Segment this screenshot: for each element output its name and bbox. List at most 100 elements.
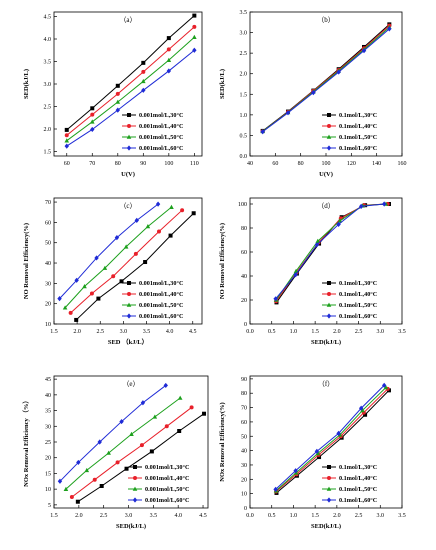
data-point [156,201,160,206]
x-tick-label: 40 [247,161,253,167]
y-axis-label: NO Removal Efficiency(%) [219,223,226,299]
y-tick-label: 5 [48,503,51,509]
y-tick-label: 40 [45,393,51,399]
y-tick-label: 80 [241,391,247,397]
data-point [164,383,168,388]
legend-marker [327,476,331,480]
y-tick-label: 40 [45,261,51,267]
legend-entry: 0.1mol/L,40°C [339,475,377,482]
chart-panel-a: 60 70 80 90 100 1101.52.02.53.03.54.04.5 （a）U(… [23,12,202,178]
data-point [167,47,171,51]
y-tick-label: 3.0 [240,31,248,37]
y-tick-label: 60 [45,220,51,226]
y-tick-label: 30 [45,424,51,430]
x-tick-label: 110 [190,161,199,167]
y-tick-label: 15 [45,471,51,477]
y-tick-label: 25 [45,440,51,446]
y-axis-label: NOx Removal Efficiency （%） [22,397,30,487]
x-tick-label: 100 [164,161,173,167]
legend-marker [327,113,331,117]
y-tick-label: 70 [241,406,247,412]
legend-marker [133,497,137,502]
legend-marker [327,124,331,128]
y-tick-label: 50 [241,434,247,440]
x-tick-label: 3.5 [150,513,158,519]
y-axis-label: SED(kJ/L) [23,69,30,99]
y-tick-label: 30 [45,281,51,287]
data-point [116,460,120,464]
x-axis-label: SED （kJ/L） [108,338,148,346]
x-tick-label: 2.0 [333,513,341,519]
x-tick-label: 2.0 [73,329,81,335]
x-tick-label: 3.0 [377,329,385,335]
x-tick-label: 1.5 [50,513,58,519]
legend-entry: 0.001mol/L,30°C [139,280,183,287]
x-tick-label: 3.5 [398,329,406,335]
panel-label: （c） [119,202,136,210]
legend-entry: 0.1mol/L,60°C [339,313,377,320]
y-tick-label: 1.5 [240,92,248,98]
data-point [100,484,104,488]
x-tick-label: 3.0 [125,513,133,519]
x-tick-label: 1.0 [290,329,298,335]
y-tick-label: 1.0 [240,113,248,119]
data-point [111,274,115,278]
x-tick-label: 80 [115,161,121,167]
x-tick-label: 60 [272,161,278,167]
y-tick-label: 40 [241,274,247,280]
data-point [116,84,120,88]
y-tick-label: 20 [45,302,51,308]
x-tick-label: 80 [298,161,304,167]
data-point [141,61,145,65]
data-point [190,405,194,409]
chart-panel-f: 0.0 0.5 1.0 1.5 2.0 2.5 3.0 3.5 0 10 20 30 40 50 60 70 8… [219,376,406,530]
y-tick-label: 20 [241,298,247,304]
series-line [67,50,195,146]
y-tick-label: 30 [241,463,247,469]
data-point [90,292,94,296]
y-tick-label: 90 [241,377,247,383]
data-point [90,113,94,117]
y-tick-label: 2.0 [240,72,248,78]
series-line [276,385,385,489]
data-point [74,318,78,322]
legend-entry: 0.1mol/L,60°C [339,497,377,504]
data-point [192,14,196,18]
data-point [69,311,73,315]
x-tick-label: 4.5 [199,513,207,519]
x-tick-label: 0.0 [246,513,254,519]
legend-entry: 0.1mol/L,30°C [339,280,377,287]
x-tick-label: 100 [322,161,331,167]
y-tick-label: 0.0 [240,154,248,160]
legend-marker [127,113,131,117]
y-tick-label: 4.0 [44,37,52,43]
legend-marker [327,465,331,469]
x-tick-label: 3.5 [143,329,151,335]
legend-entry: 0.1mol/L,40°C [339,123,377,130]
data-point [169,205,174,209]
y-tick-label: 1.5 [44,150,52,156]
legend-entry: 0.001mol/L,60°C [139,145,183,152]
legend-marker [127,124,131,128]
data-point [157,230,161,234]
data-point [93,478,97,482]
x-tick-label: 2.5 [355,513,363,519]
y-tick-label: 2.0 [44,127,52,133]
legend-marker [327,281,331,285]
legend-marker [327,292,331,296]
x-tick-label: 60 [64,161,70,167]
legend-entry: 0.1mol/L,40°C [339,291,377,298]
x-tick-label: 4.0 [174,513,182,519]
x-axis-label: U(V) [319,171,333,178]
y-tick-label: 10 [241,492,247,498]
panel-label: （a） [119,16,136,24]
data-point [202,412,206,416]
y-tick-label: 100 [238,202,247,208]
x-tick-label: 1.5 [311,513,319,519]
x-tick-label: 2.0 [75,513,83,519]
y-tick-label: 2.5 [44,105,52,111]
y-tick-label: 3.5 [240,10,248,16]
data-point [178,396,183,400]
legend-entry: 0.001mol/L,50°C [145,486,189,493]
x-axis-label: SED(kJ/L) [311,339,341,346]
